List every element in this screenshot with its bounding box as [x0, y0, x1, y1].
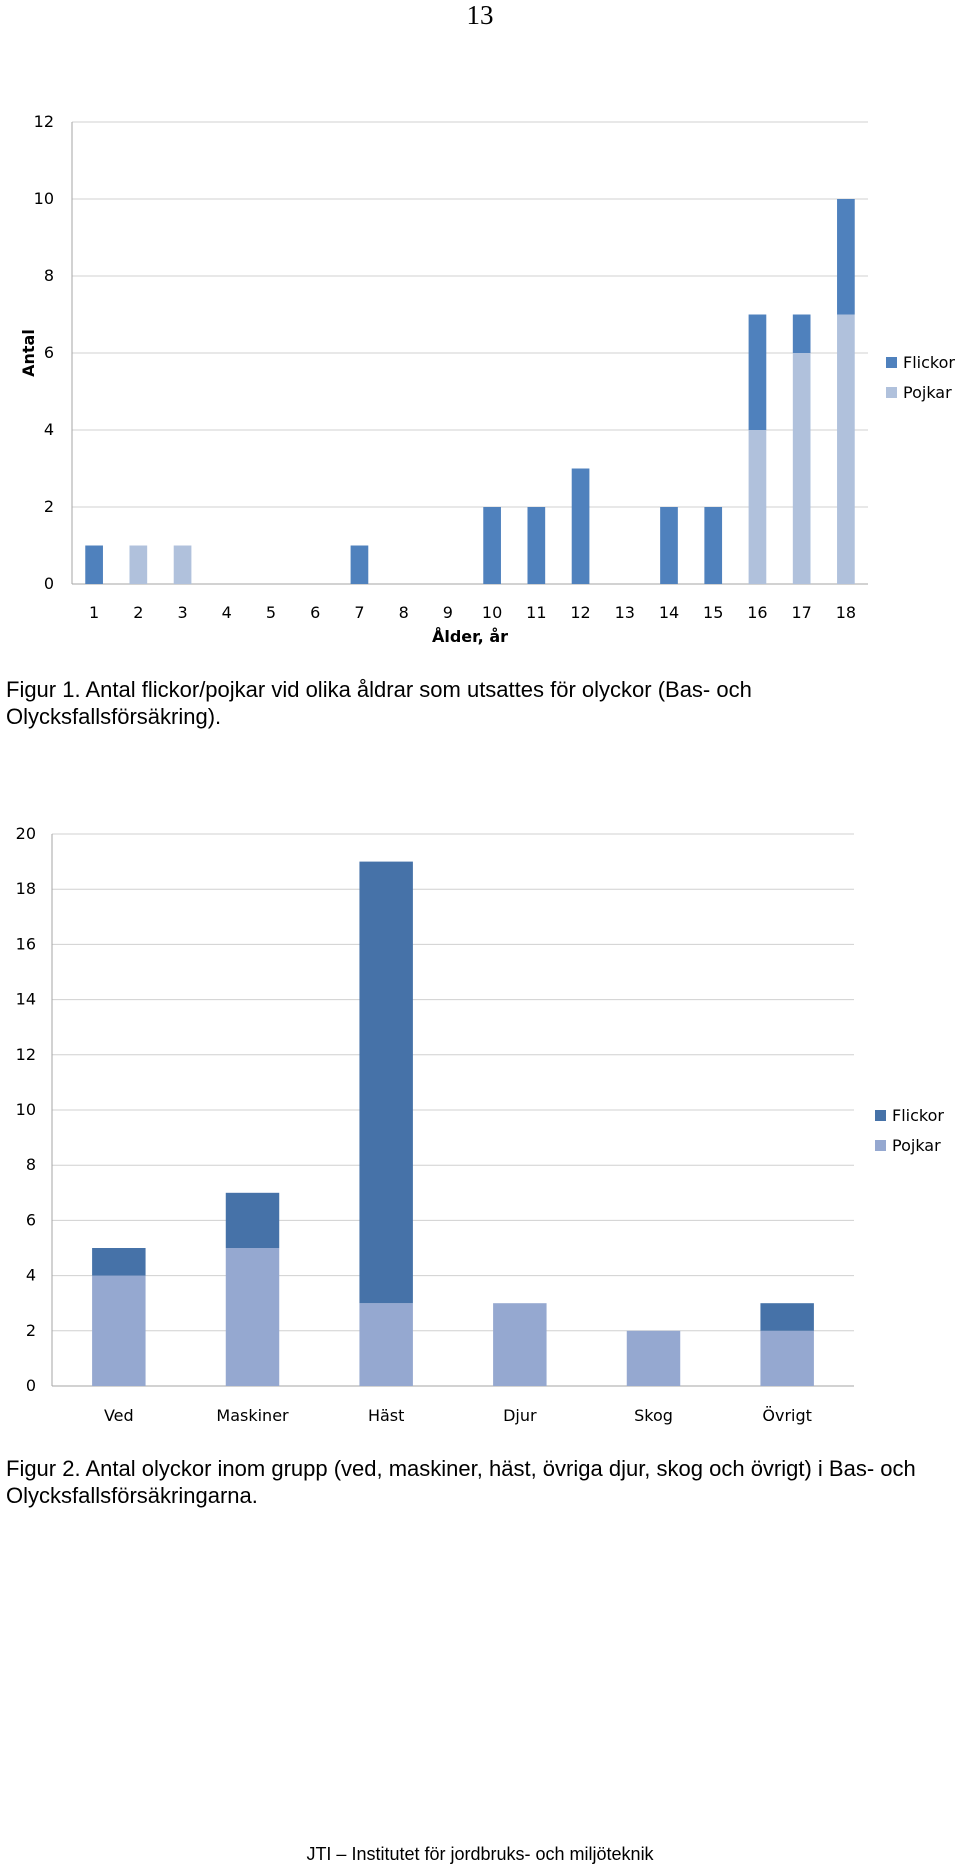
legend-swatch-flickor [886, 357, 897, 368]
bar-flickor [225, 1192, 280, 1248]
legend-label-flickor: Flickor [892, 1106, 944, 1125]
x-tick-label: Maskiner [216, 1406, 289, 1425]
y-tick-label: 18 [16, 879, 36, 898]
x-tick-label: 13 [615, 603, 635, 622]
bar-flickor [359, 861, 413, 1304]
y-tick-label: 12 [16, 1045, 36, 1064]
bar-pojkar [225, 1248, 280, 1386]
bar-flickor [85, 545, 103, 584]
y-tick-label: 8 [26, 1155, 36, 1174]
bar-flickor [760, 1303, 814, 1331]
x-tick-label: 4 [222, 603, 232, 622]
x-tick-label: Skog [634, 1406, 673, 1425]
legend-swatch-flickor [875, 1110, 886, 1121]
x-tick-label: 2 [133, 603, 143, 622]
y-tick-label: 16 [16, 934, 36, 953]
x-tick-label: Djur [503, 1406, 537, 1425]
y-tick-label: 4 [44, 420, 54, 439]
bar-flickor [571, 468, 590, 584]
y-tick-label: 10 [16, 1100, 36, 1119]
legend-label-pojkar: Pojkar [892, 1136, 941, 1155]
y-tick-label: 0 [44, 574, 54, 593]
x-tick-label: 5 [266, 603, 276, 622]
legend-swatch-pojkar [875, 1140, 886, 1151]
figure-2-caption: Figur 2. Antal olyckor inom grupp (ved, … [6, 1456, 916, 1508]
y-tick-label: 14 [16, 990, 36, 1009]
bar-pojkar [792, 353, 811, 584]
category-bar-chart: 0 2 4 6 8 10 12 14 16 18 20 Ved Maskiner Häst Djur Skog… [16, 824, 945, 1425]
x-tick-label: 3 [177, 603, 187, 622]
y-tick-label: 6 [44, 343, 54, 362]
bar-pojkar [748, 430, 767, 584]
x-tick-label: 1 [89, 603, 99, 622]
y-tick-label: 6 [26, 1210, 36, 1229]
y-tick-label: 4 [26, 1266, 36, 1285]
bar-flickor [660, 507, 678, 584]
bar-flickor [483, 507, 501, 584]
bar-pojkar [92, 1275, 146, 1386]
x-axis-title: Ålder, år [432, 627, 508, 646]
bar-flickor [704, 507, 723, 584]
bar-pojkar [760, 1330, 814, 1386]
bar-flickor [837, 199, 855, 315]
x-tick-label: Övrigt [762, 1406, 812, 1425]
y-tick-label: 2 [44, 497, 54, 516]
x-tick-label: 7 [354, 603, 364, 622]
bar-pojkar [129, 545, 148, 584]
x-tick-label: 18 [836, 603, 856, 622]
x-tick-label: 8 [399, 603, 409, 622]
x-tick-label: 9 [443, 603, 453, 622]
x-tick-label: 6 [310, 603, 320, 622]
y-tick-label: 12 [34, 112, 54, 131]
y-axis-title: Antal [19, 329, 38, 377]
x-tick-label: 11 [526, 603, 546, 622]
y-tick-label: 2 [26, 1321, 36, 1340]
x-tick-label: 16 [747, 603, 767, 622]
bar-flickor [92, 1248, 146, 1276]
legend-label-pojkar: Pojkar [903, 383, 952, 402]
bar-pojkar [626, 1330, 681, 1386]
x-tick-label: Ved [104, 1406, 134, 1425]
legend-label-flickor: Flickor [903, 353, 955, 372]
page-number: 13 [466, 0, 494, 30]
y-tick-label: 0 [26, 1376, 36, 1395]
page-footer: JTI – Institutet för jordbruks- och milj… [306, 1844, 654, 1864]
x-tick-label: Häst [368, 1406, 404, 1425]
bar-flickor [792, 314, 811, 353]
bar-pojkar [359, 1303, 413, 1386]
bar-flickor [350, 545, 369, 584]
x-tick-label: 12 [570, 603, 590, 622]
y-tick-label: 8 [44, 266, 54, 285]
figure-1-caption: Figur 1. Antal flickor/pojkar vid olika … [6, 677, 752, 729]
x-tick-label: 17 [791, 603, 811, 622]
legend-swatch-pojkar [886, 387, 897, 398]
x-tick-label: 15 [703, 603, 723, 622]
x-tick-label: 14 [659, 603, 679, 622]
bar-pojkar [173, 545, 192, 584]
y-tick-label: 20 [16, 824, 36, 843]
bar-pojkar [493, 1303, 547, 1386]
x-tick-label: 10 [482, 603, 502, 622]
bar-flickor [527, 507, 546, 584]
y-tick-label: 10 [34, 189, 54, 208]
bar-pojkar [837, 314, 855, 584]
bar-flickor [748, 314, 767, 430]
